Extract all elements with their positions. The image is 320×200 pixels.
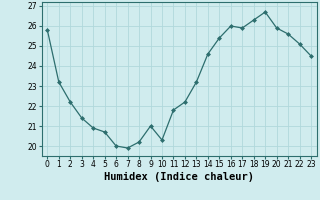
X-axis label: Humidex (Indice chaleur): Humidex (Indice chaleur): [104, 172, 254, 182]
